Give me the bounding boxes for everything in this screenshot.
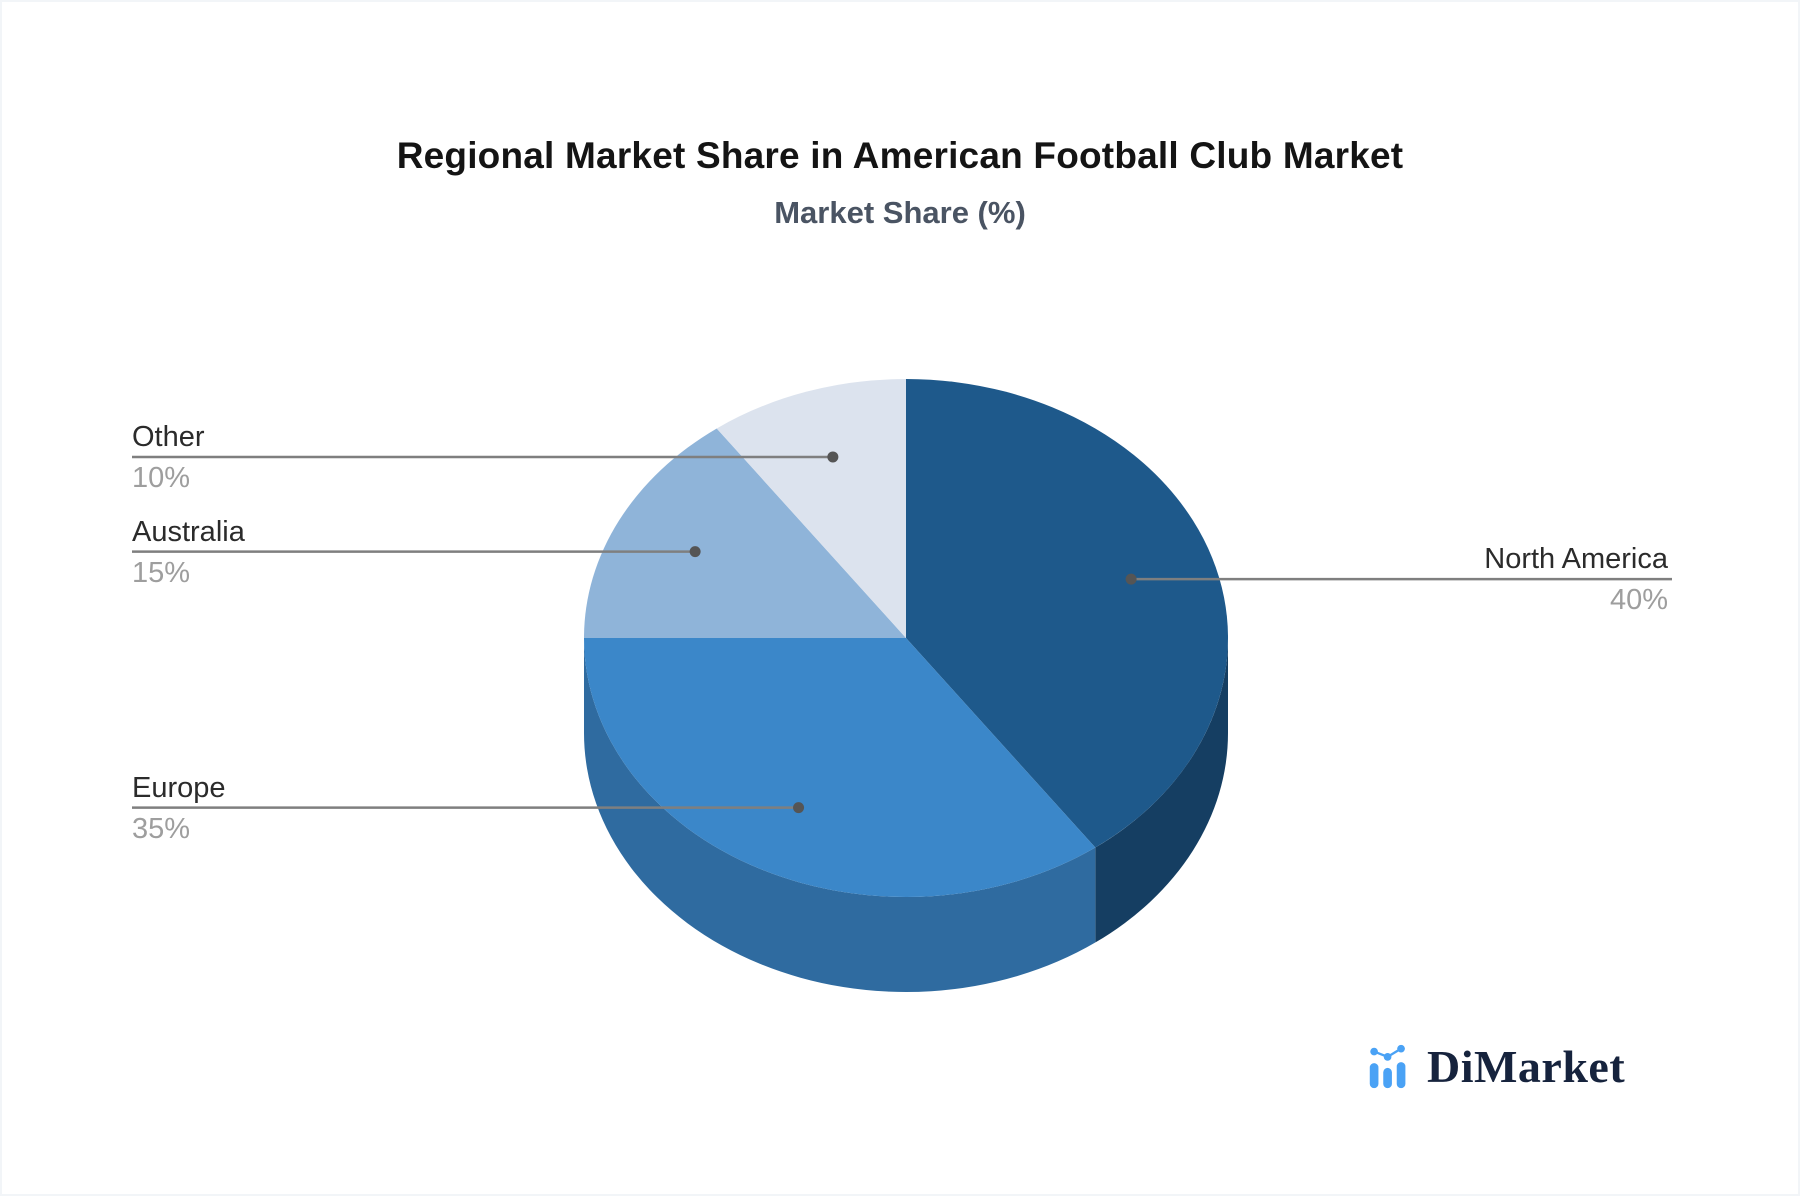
leader-dot-north-america	[1125, 573, 1137, 585]
bar-line-chart-icon	[1369, 1044, 1406, 1089]
pie-value-north-america: 40%	[1609, 584, 1668, 617]
dimarket-logo-text: DiMarket	[1427, 1041, 1626, 1092]
pie-slice-north-america[interactable]	[906, 379, 1229, 848]
pie-slice-europe[interactable]	[584, 638, 1096, 898]
pie-slice-side-europe	[584, 638, 1096, 993]
leader-dot-other	[827, 451, 839, 463]
pie-label-australia: Australia	[132, 515, 245, 548]
chart-subtitle: Market Share (%)	[774, 195, 1026, 230]
dimarket-logo: DiMarket	[1364, 1040, 1625, 1092]
pie-slice-other[interactable]	[716, 379, 906, 638]
leader-dot-australia	[689, 546, 701, 558]
leader-dot-europe	[793, 802, 805, 814]
pie-value-europe: 35%	[132, 812, 191, 845]
pie-label-europe: Europe	[132, 771, 226, 804]
chart-title: Regional Market Share in American Footba…	[396, 135, 1404, 176]
pie-value-other: 10%	[132, 461, 191, 494]
pie-value-australia: 15%	[132, 556, 191, 589]
pie-slice-australia[interactable]	[584, 428, 906, 638]
pie-label-north-america: North America	[1484, 543, 1668, 576]
pie-slice-side-north-america	[1095, 638, 1228, 943]
pie-label-other: Other	[132, 420, 205, 453]
